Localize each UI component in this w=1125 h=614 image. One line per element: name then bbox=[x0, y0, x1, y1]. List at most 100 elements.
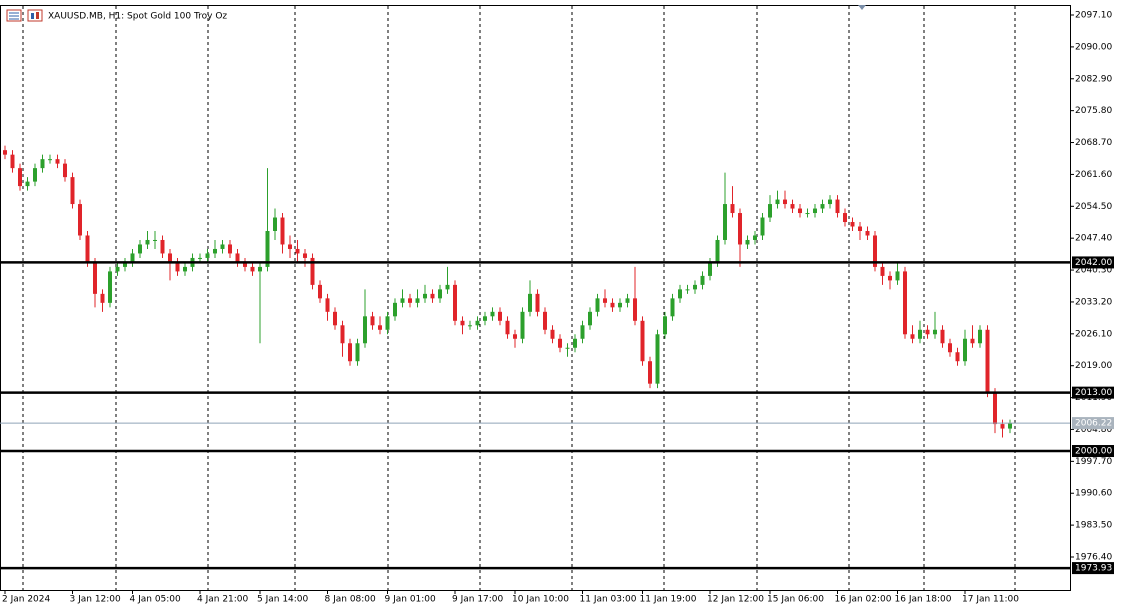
candle-body bbox=[985, 329, 990, 393]
level-box bbox=[1072, 256, 1114, 269]
candle-body bbox=[730, 204, 735, 214]
candle-body bbox=[693, 284, 697, 290]
candle-body bbox=[123, 262, 127, 267]
candle-body bbox=[723, 204, 727, 240]
candle-body bbox=[63, 163, 67, 178]
candle-body bbox=[925, 329, 930, 335]
candle-body bbox=[940, 329, 945, 344]
candle-body bbox=[33, 168, 37, 182]
candle-body bbox=[843, 213, 847, 223]
candle-body bbox=[423, 293, 427, 299]
candle-body bbox=[745, 239, 750, 245]
candle-body bbox=[678, 289, 682, 299]
x-tick-label: 11 Jan 19:00 bbox=[640, 595, 697, 605]
candle-body bbox=[348, 343, 352, 362]
x-tick-label: 16 Jan 18:00 bbox=[895, 595, 952, 605]
candle-body bbox=[528, 293, 532, 312]
candle-body bbox=[783, 199, 787, 205]
y-tick-label: 1976.40 bbox=[1075, 552, 1112, 562]
x-tick-label: 12 Jan 12:00 bbox=[707, 595, 764, 605]
candle-body bbox=[498, 311, 502, 321]
candle-body bbox=[573, 338, 577, 348]
candle-body bbox=[235, 253, 240, 263]
candle-body bbox=[610, 302, 615, 308]
candle-body bbox=[85, 235, 90, 263]
x-tick-label: 8 Jan 08:00 bbox=[325, 595, 377, 605]
icon bbox=[31, 13, 34, 19]
candle-body bbox=[70, 177, 75, 205]
candle-body bbox=[948, 343, 952, 353]
x-tick-label: 4 Jan 05:00 bbox=[130, 595, 182, 605]
candle-body bbox=[340, 325, 345, 344]
candle-body bbox=[633, 298, 637, 321]
candle-body bbox=[265, 230, 270, 267]
candle-body bbox=[603, 298, 607, 303]
x-tick-label: 15 Jan 06:00 bbox=[767, 595, 824, 605]
candle-body bbox=[955, 352, 960, 362]
y-tick-label: 2082.90 bbox=[1075, 74, 1112, 84]
candle-body bbox=[430, 293, 435, 299]
candle-body bbox=[393, 302, 397, 317]
day-separators bbox=[22, 6, 1016, 590]
candle-body bbox=[273, 217, 277, 231]
candle-body bbox=[895, 271, 900, 281]
x-tick-label: 9 Jan 01:00 bbox=[385, 595, 437, 605]
candle-body bbox=[258, 266, 262, 272]
candle-body bbox=[835, 199, 840, 214]
candle-body bbox=[93, 262, 97, 294]
candle-body bbox=[355, 343, 360, 362]
candle-body bbox=[378, 325, 382, 330]
candle-body bbox=[108, 271, 112, 303]
candle-body bbox=[685, 289, 690, 291]
level-label: 2000.00 bbox=[1075, 447, 1112, 457]
candle-body bbox=[648, 361, 652, 384]
candle-body bbox=[445, 284, 450, 290]
candle-body bbox=[558, 338, 562, 348]
candle-body bbox=[303, 253, 307, 258]
candle-body bbox=[438, 289, 442, 299]
candle-body bbox=[640, 320, 645, 362]
level-label: 2042.00 bbox=[1075, 258, 1112, 268]
candle-body bbox=[880, 266, 885, 276]
candle-body bbox=[18, 168, 22, 187]
candle-body bbox=[280, 217, 285, 245]
candle-body bbox=[520, 311, 525, 339]
candle-body bbox=[565, 347, 570, 349]
y-tick-label: 2033.20 bbox=[1075, 297, 1112, 307]
candle-body bbox=[798, 208, 802, 214]
candle-body bbox=[10, 154, 15, 169]
candle-body bbox=[243, 262, 247, 267]
candle-body bbox=[453, 284, 457, 321]
candle-body bbox=[738, 213, 742, 245]
icon bbox=[36, 12, 39, 19]
candle-body bbox=[850, 222, 855, 227]
candle-body bbox=[888, 275, 892, 281]
candle-body bbox=[145, 239, 150, 245]
candle-body bbox=[325, 298, 330, 312]
candle-body bbox=[910, 334, 915, 339]
candle-body bbox=[903, 271, 907, 335]
candle-body bbox=[138, 244, 142, 254]
symbol-icons bbox=[6, 9, 43, 22]
candle-body bbox=[978, 329, 982, 344]
candle-body bbox=[153, 239, 157, 241]
candle-body bbox=[753, 235, 757, 240]
candle-body bbox=[588, 311, 592, 326]
candle-body bbox=[760, 217, 765, 236]
candle-body bbox=[40, 159, 45, 169]
candle-body bbox=[580, 325, 585, 339]
candle-body bbox=[183, 266, 187, 272]
candle-body bbox=[700, 275, 705, 285]
candle-body bbox=[100, 293, 105, 303]
candle-body bbox=[333, 311, 337, 326]
level-label: 1973.93 bbox=[1075, 564, 1112, 574]
candle-body bbox=[310, 257, 315, 285]
candle-body bbox=[400, 298, 405, 303]
candle-body bbox=[1008, 423, 1012, 429]
x-tick-label: 16 Jan 02:00 bbox=[835, 595, 892, 605]
candle-body bbox=[25, 181, 30, 187]
y-tick-label: 2019.00 bbox=[1075, 361, 1112, 371]
candle-body bbox=[175, 262, 180, 272]
candle-body bbox=[865, 230, 870, 236]
candle-body bbox=[858, 226, 862, 231]
